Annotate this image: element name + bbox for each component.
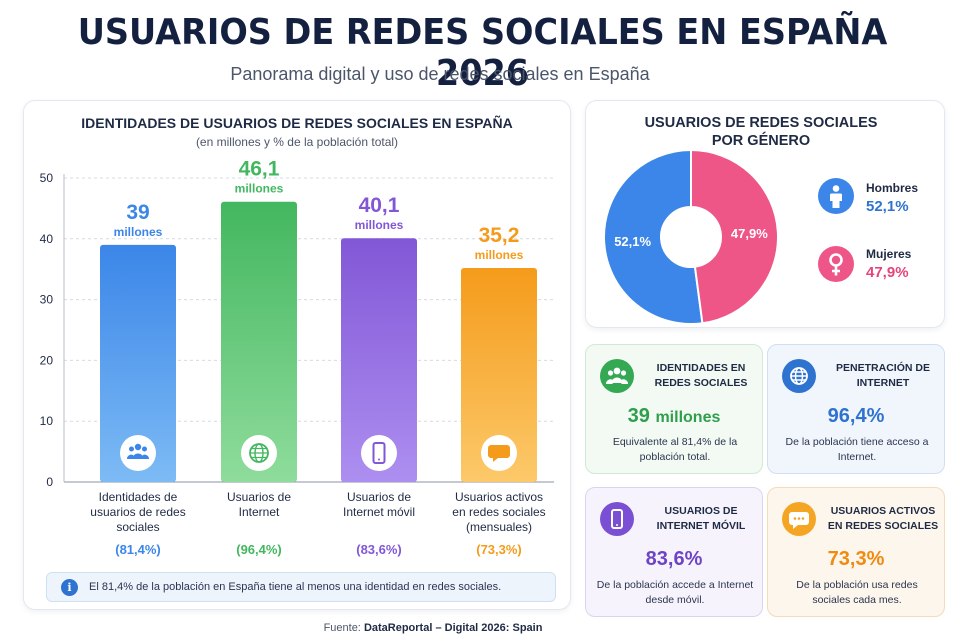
x-category-label: Identidades de usuarios de redes sociales — [82, 490, 194, 535]
male-icon — [818, 178, 854, 214]
stat-value: 96,4% — [827, 405, 885, 427]
bar — [341, 238, 417, 482]
x-category-label-line: Internet móvil — [342, 505, 416, 519]
bar-value-label: 35,2 — [479, 224, 520, 247]
stat-title: IDENTIDADES EN REDES SOCIALES — [654, 362, 748, 389]
gender-title-line2: POR GÉNERO — [711, 133, 811, 149]
bar-value-label: 46,1 — [239, 158, 280, 181]
x-category-label: Usuarios activos en redes sociales (mensua… — [443, 490, 555, 535]
x-category-label-line: Usuarios activos — [454, 490, 544, 504]
x-category-label-line: Identidades de — [98, 490, 178, 504]
bar-unit-label: millones — [235, 182, 284, 196]
stat-card-active: USUARIOS ACTIVOS EN REDES SOCIALES 73,3%… — [767, 487, 945, 617]
globe-icon-glyph — [249, 443, 269, 463]
x-category-label-line: sociales — [116, 520, 160, 534]
donut-slice-men — [603, 148, 704, 325]
phone-icon — [361, 435, 397, 471]
stat-description: De la población usa redes sociales cada … — [796, 579, 918, 606]
bar-chart: 0102030405039millones46,1millones40,1mil… — [40, 158, 554, 489]
stat-value: 83,6% — [645, 548, 703, 570]
info-note: i El 81,4% de la población en España tie… — [46, 572, 556, 602]
page-title: USUARIOS DE REDES SOCIALES EN ESPAÑA 202… — [77, 12, 888, 94]
chart-title: IDENTIDADES DE USUARIOS DE REDES SOCIALE… — [81, 115, 513, 131]
women-value: 47,9% — [866, 264, 909, 281]
donut-slice-women-label: 47,9% — [731, 226, 768, 241]
donut-slice-women — [690, 148, 779, 325]
stat-value: 73,3% — [827, 548, 885, 570]
phone-icon-glyph — [372, 442, 386, 464]
bar — [461, 267, 537, 482]
women-label: Mujeres — [866, 247, 912, 261]
phone-icon — [600, 502, 634, 536]
chart-subtitle: (en millones y % de la población total) — [195, 135, 399, 149]
x-category-percentage: (96,4%) — [236, 542, 282, 557]
stat-title: USUARIOS DE INTERNET MÓVIL — [656, 505, 746, 532]
bar-unit-label: millones — [355, 218, 404, 232]
bar-chart-card: IDENTIDADES DE USUARIOS DE REDES SOCIALE… — [23, 100, 571, 610]
stat-number: 39 — [627, 405, 650, 427]
page-subtitle: Panorama digital y uso de redes sociales… — [230, 64, 650, 84]
men-label: Hombres — [866, 181, 919, 195]
men-value: 52,1% — [866, 198, 909, 215]
gender-donut-chart: 52,1% 47,9% — [603, 148, 779, 325]
x-category-label-line: (mensuales) — [465, 520, 533, 534]
y-tick-label: 10 — [40, 414, 54, 428]
source-prefix: Fuente: — [323, 622, 361, 634]
gender-title: USUARIOS DE REDES SOCIALES POR GÉNERO — [586, 114, 936, 150]
x-category-label-line: Internet — [238, 505, 280, 519]
bar — [221, 201, 297, 482]
x-category-label-line: Usuarios de — [346, 490, 412, 504]
x-category-percentage: (73,3%) — [476, 542, 522, 557]
info-note-text: El 81,4% de la población en España tiene… — [89, 581, 502, 593]
x-category-label: Usuarios de Internet — [203, 490, 315, 520]
gender-title-line1: USUARIOS DE REDES SOCIALES — [644, 115, 878, 131]
bar-unit-label: millones — [114, 225, 163, 239]
stat-card-mobile: USUARIOS DE INTERNET MÓVIL 83,6% De la p… — [585, 487, 763, 617]
people-icon — [600, 359, 634, 393]
y-tick-label: 20 — [40, 353, 54, 367]
y-tick-label: 30 — [40, 293, 54, 307]
people-icon — [120, 435, 156, 471]
stat-title: PENETRACIÓN DE INTERNET — [836, 362, 930, 389]
y-tick-label: 40 — [40, 232, 54, 246]
donut-slice-men-label: 52,1% — [614, 234, 651, 249]
bar — [100, 244, 176, 482]
stat-title: USUARIOS ACTIVOS EN REDES SOCIALES — [827, 505, 939, 532]
bar-value-label: 39 — [126, 201, 149, 224]
info-icon: i — [61, 579, 78, 596]
y-tick-label: 50 — [40, 171, 54, 185]
bar-unit-label: millones — [475, 248, 524, 262]
chat-icon-glyph — [488, 445, 510, 462]
people-icon-glyph — [126, 443, 150, 459]
stat-card-penetration: PENETRACIÓN DE INTERNET 96,4% De la pobl… — [767, 344, 945, 474]
x-category-percentage: (83,6%) — [356, 542, 402, 557]
globe-icon — [782, 359, 816, 393]
x-category-label-line: Usuarios de — [226, 490, 292, 504]
stat-description: De la población accede a Internet desde … — [596, 579, 754, 606]
stat-unit: millones — [655, 409, 721, 426]
stat-description: De la población tiene acceso a Internet. — [785, 436, 929, 463]
chat-icon — [782, 502, 816, 536]
source-note: Fuente: DataReportal – Digital 2026: Spa… — [0, 622, 866, 634]
x-category-label: Usuarios de Internet móvil — [323, 490, 435, 520]
source-name: DataReportal – Digital 2026: Spain — [363, 622, 543, 634]
x-category-label-line: en redes sociales — [452, 505, 546, 519]
stat-card-identities: IDENTIDADES EN REDES SOCIALES 39 millone… — [585, 344, 763, 474]
female-icon — [818, 246, 854, 282]
stat-value: 39 millones — [586, 405, 762, 428]
x-category-label-line: usuarios de redes — [90, 505, 186, 519]
gender-card: USUARIOS DE REDES SOCIALES POR GÉNERO 52… — [585, 100, 945, 328]
stat-description: Equivalente al 81,4% de la población tot… — [612, 436, 738, 463]
x-category-percentage: (81,4%) — [115, 542, 161, 557]
y-tick-label: 0 — [46, 475, 53, 489]
bar-value-label: 40,1 — [359, 194, 400, 217]
